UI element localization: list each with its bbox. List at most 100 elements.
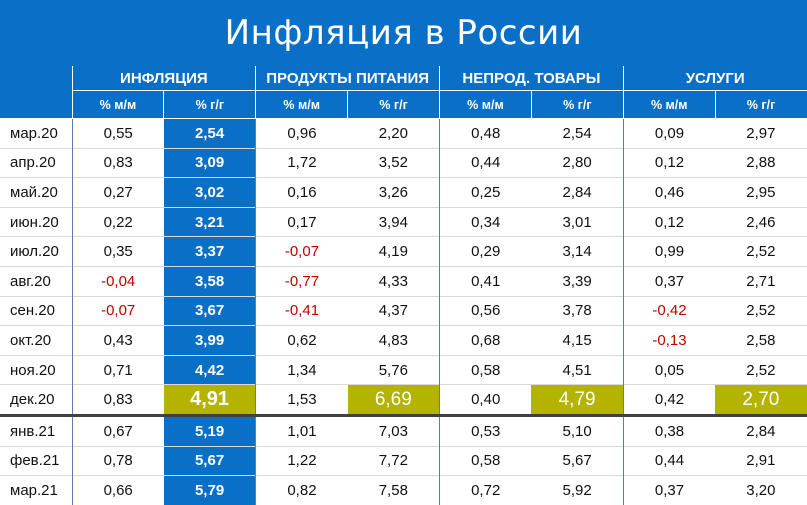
table-cell: 5,92 (531, 475, 624, 505)
table-cell: -0,42 (623, 295, 716, 326)
table-row: фев.21 0,78 5,67 1,22 7,72 0,58 5,67 0,44 2,91 (0, 445, 807, 476)
table-cell: 0,17 (255, 206, 348, 237)
table-cell: 1,34 (255, 354, 348, 385)
table-cell: 2,84 (531, 177, 624, 208)
table-cell: 0,16 (255, 177, 348, 208)
table-cell: 3,26 (347, 177, 441, 208)
table-cell: -0,07 (72, 295, 164, 326)
table-cell: 2,71 (715, 265, 807, 297)
table-cell: 2,58 (715, 325, 807, 356)
table-cell: 0,40 (439, 384, 532, 416)
table-cell: 0,38 (623, 413, 716, 447)
table-cell: 0,67 (72, 413, 164, 447)
group-header-inflation: ИНФЛЯЦИЯ (72, 66, 257, 91)
subheader-yy: % г/г (347, 90, 441, 119)
table-cell: 7,58 (347, 475, 441, 505)
table-cell: 2,80 (531, 147, 624, 178)
table-cell: 0,53 (439, 413, 532, 447)
row-label: дек.20 (0, 384, 73, 416)
table-cell: 0,58 (439, 354, 532, 385)
table-cell: 2,52 (715, 295, 807, 326)
subheader-mm: % м/м (439, 90, 532, 119)
row-label: авг.20 (0, 265, 73, 297)
table-cell: 3,99 (163, 325, 257, 356)
table-cell: 0,37 (623, 475, 716, 505)
table-cell: 1,72 (255, 147, 348, 178)
table-cell: 2,91 (715, 445, 807, 476)
table-cell: 0,48 (439, 118, 532, 149)
table-row: мар.20 0,55 2,54 0,96 2,20 0,48 2,54 0,09 2,97 (0, 118, 807, 149)
table-row: апр.20 0,83 3,09 1,72 3,52 0,44 2,80 0,12 2,88 (0, 147, 807, 178)
table-cell: 0,44 (439, 147, 532, 178)
subheader-mm: % м/м (72, 90, 165, 119)
table-cell: 3,58 (163, 265, 257, 297)
table-cell: 0,72 (439, 475, 532, 505)
table-cell: 4,33 (347, 265, 441, 297)
table-cell: 2,70 (715, 384, 807, 416)
table-cell: 2,52 (715, 354, 807, 385)
subheader-yy: % г/г (715, 90, 807, 119)
table-cell: 4,42 (163, 354, 257, 385)
table-cell: 5,10 (531, 413, 624, 447)
row-label: сен.20 (0, 295, 73, 326)
row-label: мар.20 (0, 118, 73, 149)
row-label: ноя.20 (0, 354, 73, 385)
table-cell: 0,42 (623, 384, 716, 416)
table-cell: 5,19 (163, 413, 257, 447)
table-cell: 4,19 (347, 236, 441, 267)
table-cell: 0,56 (439, 295, 532, 326)
table-cell: 3,01 (531, 206, 624, 237)
row-label: мар.21 (0, 475, 73, 505)
table-cell: 3,52 (347, 147, 441, 178)
table-cell: 0,55 (72, 118, 164, 149)
table-cell: 0,12 (623, 147, 716, 178)
subheader-mm: % м/м (623, 90, 716, 119)
table-row: окт.20 0,43 3,99 0,62 4,83 0,68 4,15 -0,13 2,58 (0, 325, 807, 356)
table-cell: 0,71 (72, 354, 164, 385)
table-cell: 2,95 (715, 177, 807, 208)
table-cell: 3,39 (531, 265, 624, 297)
table-cell: 1,01 (255, 413, 348, 447)
table-cell: 0,25 (439, 177, 532, 208)
table-cell: 0,58 (439, 445, 532, 476)
table-cell: 5,79 (163, 475, 257, 505)
table-row: июл.20 0,35 3,37 -0,07 4,19 0,29 3,14 0,99 2,52 (0, 236, 807, 267)
row-label: май.20 (0, 177, 73, 208)
row-label: окт.20 (0, 325, 73, 356)
corner-cell (0, 66, 73, 119)
table-cell: 0,09 (623, 118, 716, 149)
subheader-yy: % г/г (531, 90, 624, 119)
row-label: фев.21 (0, 445, 73, 476)
table-cell: 6,69 (347, 384, 441, 416)
table-row: мар.21 0,66 5,79 0,82 7,58 0,72 5,92 0,37 3,20 (0, 475, 807, 505)
table-cell: 0,05 (623, 354, 716, 385)
table-cell: 0,34 (439, 206, 532, 237)
table-cell: 2,54 (163, 118, 257, 149)
table-row: ноя.20 0,71 4,42 1,34 5,76 0,58 4,51 0,05 2,52 (0, 354, 807, 385)
table-cell: 2,84 (715, 413, 807, 447)
table-cell: 3,09 (163, 147, 257, 178)
table-cell: 0,83 (72, 147, 164, 178)
table-row: сен.20 -0,07 3,67 -0,41 4,37 0,56 3,78 -0,42 2,5… (0, 295, 807, 326)
table-cell: 2,46 (715, 206, 807, 237)
table-cell: 4,51 (531, 354, 624, 385)
table-cell: 0,66 (72, 475, 164, 505)
table-cell: 3,20 (715, 475, 807, 505)
table-cell: 4,15 (531, 325, 624, 356)
table-cell: 3,02 (163, 177, 257, 208)
table-row: авг.20 -0,04 3,58 -0,77 4,33 0,41 3,39 0,37 2,71 (0, 265, 807, 297)
table-cell: 3,37 (163, 236, 257, 267)
table-cell: 2,88 (715, 147, 807, 178)
table-cell: 4,37 (347, 295, 441, 326)
table-cell: -0,13 (623, 325, 716, 356)
table-cell: 7,72 (347, 445, 441, 476)
table-cell: 3,67 (163, 295, 257, 326)
table-row: май.20 0,27 3,02 0,16 3,26 0,25 2,84 0,46 2,95 (0, 177, 807, 208)
subheader-mm: % м/м (255, 90, 349, 119)
table-cell: 0,43 (72, 325, 164, 356)
table-cell: 4,79 (531, 384, 624, 416)
table-cell: 7,03 (347, 413, 441, 447)
table-cell: 2,52 (715, 236, 807, 267)
subheader-yy: % г/г (163, 90, 257, 119)
table-cell: 0,46 (623, 177, 716, 208)
